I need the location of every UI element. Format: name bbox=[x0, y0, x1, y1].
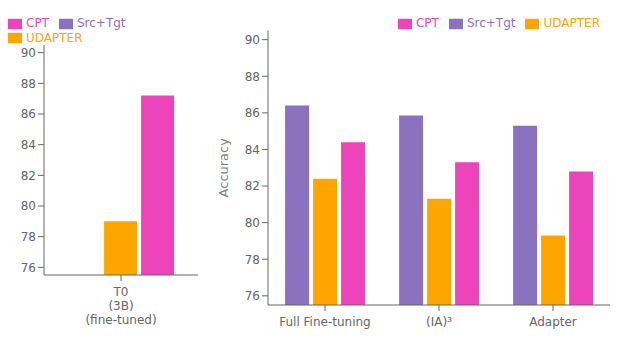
svg-text:T0(3B)(fine-tuned): T0(3B)(fine-tuned) bbox=[85, 285, 156, 328]
svg-text:84: 84 bbox=[245, 143, 260, 157]
svg-text:82: 82 bbox=[21, 169, 36, 183]
svg-text:78: 78 bbox=[21, 230, 36, 244]
svg-text:90: 90 bbox=[245, 33, 260, 47]
html-text:UDAPTER: UDAPTER bbox=[26, 30, 83, 45]
html-text:UDAPTER: UDAPTER bbox=[543, 16, 600, 30]
svg-text:76: 76 bbox=[245, 289, 260, 303]
svg-text:80: 80 bbox=[245, 216, 260, 230]
svg-text:86: 86 bbox=[245, 106, 260, 120]
svg-text:86: 86 bbox=[21, 107, 36, 121]
svg-text:Accuracy: Accuracy bbox=[216, 138, 231, 198]
svg-text:84: 84 bbox=[21, 138, 36, 152]
svg-text:Adapter: Adapter bbox=[529, 315, 577, 329]
svg-text:Full Fine-tuning: Full Fine-tuning bbox=[279, 315, 371, 329]
svg-text:90: 90 bbox=[21, 46, 36, 60]
svg-text:78: 78 bbox=[245, 253, 260, 267]
html-text:CPT: CPT bbox=[26, 16, 49, 30]
svg-text:76: 76 bbox=[21, 261, 36, 275]
svg-text:88: 88 bbox=[245, 70, 260, 84]
html-text:CPT: CPT bbox=[415, 16, 439, 30]
html-text:Src+Tgt: Src+Tgt bbox=[77, 16, 126, 30]
svg-text:(IA)³: (IA)³ bbox=[426, 315, 452, 329]
svg-text:80: 80 bbox=[21, 199, 36, 213]
svg-text:88: 88 bbox=[21, 77, 36, 91]
svg-text:82: 82 bbox=[245, 179, 260, 193]
html-text:Src+Tgt: Src+Tgt bbox=[466, 16, 516, 30]
